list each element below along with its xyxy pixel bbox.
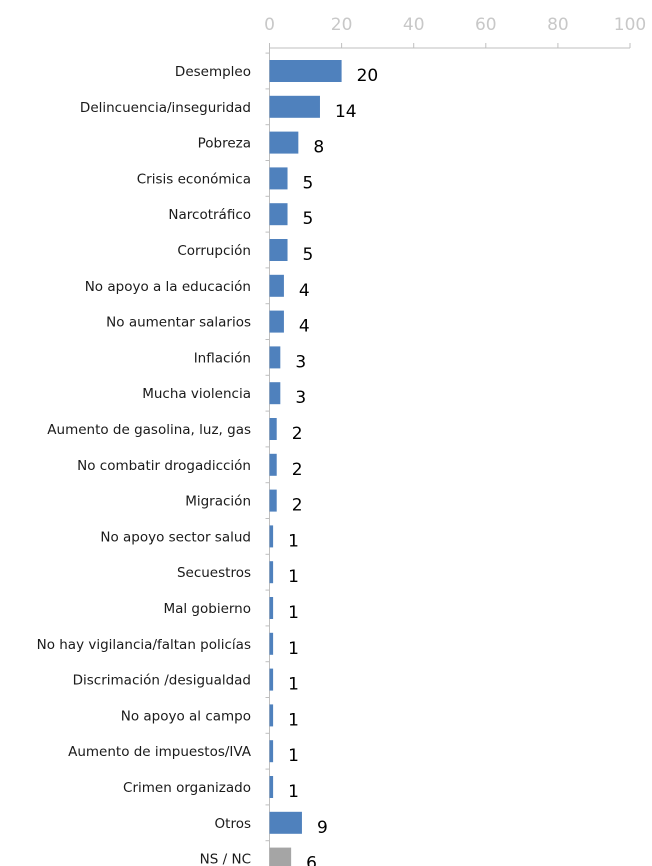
category-label: Aumento de gasolina, luz, gas [47,422,251,438]
bar [269,310,284,333]
x-tick-label: 40 [403,15,425,35]
bar [269,740,274,763]
bars [269,60,342,866]
category-label: Crisis económica [137,171,251,187]
bar [269,60,342,82]
data-label: 1 [288,710,299,730]
bar [269,346,281,369]
bar [269,561,274,584]
bar [269,776,274,798]
data-label: 1 [288,782,299,802]
category-label: Pobreza [198,136,251,152]
bar [269,847,292,866]
category-label: Discrimación /desigualdad [73,673,251,689]
x-axis: 0 20 40 60 80 100 [264,15,646,49]
category-label: Desempleo [175,64,251,80]
data-label: 5 [303,173,314,193]
data-label: 2 [292,496,303,516]
bar [269,274,284,297]
category-label: No combatir drogadicción [77,458,251,474]
category-label: No apoyo a la educación [85,279,251,295]
bar [269,239,288,261]
bar [269,704,274,727]
x-tick-label: 0 [264,15,275,35]
data-label: 6 [306,854,317,866]
bar [269,131,299,154]
data-label: 8 [313,138,324,158]
category-label: Otros [215,816,251,832]
bar [269,418,277,440]
bar [269,167,288,190]
bar [269,382,281,405]
data-label: 5 [303,245,314,265]
category-label: No apoyo al campo [121,708,251,724]
x-tick-label: 80 [547,15,569,35]
data-label: 3 [295,352,306,372]
x-tick-label: 60 [475,15,497,35]
category-label: Crimen organizado [123,780,251,796]
category-labels: Desempleo Delincuencia/inseguridad Pobreza… [37,64,252,866]
category-label: Inflación [194,350,251,366]
bar [269,668,274,691]
category-label: No aumentar salarios [106,315,251,331]
data-label: 20 [357,66,379,86]
x-tick-label: 20 [331,15,353,35]
category-label: Corrupción [177,243,251,259]
category-label: No apoyo sector salud [100,529,251,545]
data-label: 5 [303,209,314,229]
bar [269,525,274,548]
data-label: 2 [292,460,303,480]
y-axis [265,48,270,866]
data-label: 1 [288,746,299,766]
category-label: Secuestros [177,565,251,581]
bar [269,811,302,834]
bar [269,453,277,476]
x-tick-label: 100 [614,15,646,35]
bar [269,597,274,619]
data-label: 2 [292,424,303,444]
bar [269,95,320,118]
category-label: Migración [185,494,251,510]
data-label: 1 [288,567,299,587]
category-label: Delincuencia/inseguridad [80,100,251,116]
category-label: Narcotráfico [168,207,251,223]
category-label: Mucha violencia [142,386,251,402]
data-label: 1 [288,639,299,659]
category-label: No hay vigilancia/faltan policías [37,637,251,653]
category-label: NS / NC [200,852,251,866]
data-label: 14 [335,102,357,122]
category-label: Aumento de impuestos/IVA [68,744,252,760]
bar [269,203,288,226]
category-label: Mal gobierno [163,601,251,617]
data-label: 1 [288,531,299,551]
data-label: 1 [288,603,299,623]
data-label: 3 [295,388,306,408]
data-label: 9 [317,818,328,838]
data-label: 1 [288,675,299,695]
data-label: 4 [299,281,310,301]
bar [269,489,277,512]
bar [269,632,274,655]
data-label: 4 [299,317,310,337]
